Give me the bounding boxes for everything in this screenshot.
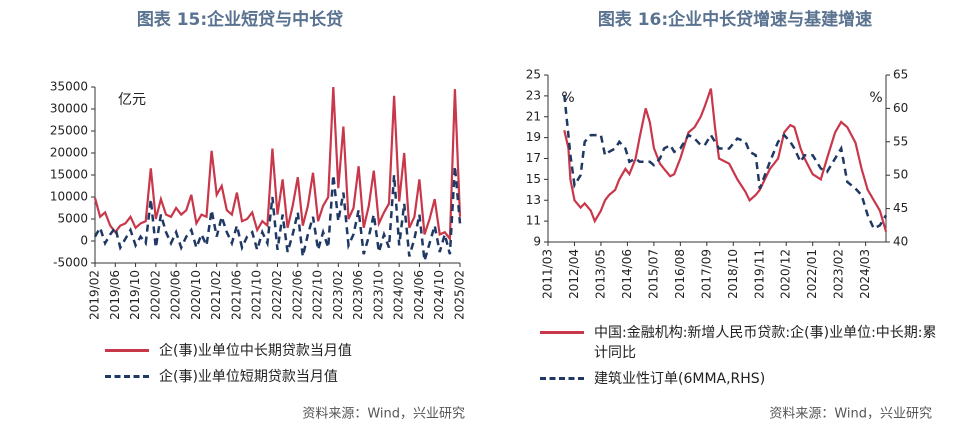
legend: 企(事)业单位中长期贷款当月值 企(事)业单位短期贷款当月值: [105, 340, 445, 386]
y2-tick-label: 65: [893, 68, 908, 82]
source: 资料来源：Wind，兴业研究: [769, 407, 932, 422]
x-tick-label: 2012/04: [567, 249, 581, 299]
legend-item: 建筑业性订单(6MMA,RHS): [540, 368, 940, 388]
legend-label: 中国:金融机构:新增人民币贷款:企(事)业单位:中长期:累计同比: [594, 325, 937, 361]
y2-tick-label: 55: [893, 134, 908, 148]
y-tick-label: -5000: [53, 256, 88, 270]
legend: 中国:金融机构:新增人民币贷款:企(事)业单位:中长期:累计同比建筑业性订单(6…: [540, 322, 940, 388]
y-tick-label: 10000: [50, 190, 88, 204]
x-tick-label: 2023/10: [371, 270, 385, 320]
y-tick-label: 20000: [50, 146, 88, 160]
chart-title: 图表 15:企业短贷与中长贷: [137, 9, 343, 30]
y-tick-label: 21: [526, 109, 541, 123]
series-line: [563, 88, 888, 232]
legend-item: 企(事)业单位中长期贷款当月值: [105, 340, 445, 360]
x-tick-label: 2023/02: [832, 249, 846, 299]
x-tick-label: 2020/02: [148, 270, 162, 320]
legend-swatch: [540, 377, 584, 380]
y-tick-label: 17: [526, 151, 541, 165]
x-tick-label: 2025/02: [453, 270, 467, 320]
x-tick-label: 2018/10: [726, 249, 740, 299]
legend-swatch: [540, 331, 584, 334]
y-tick-label: 30000: [50, 102, 88, 116]
x-tick-label: 2019/11: [752, 249, 766, 299]
x-tick-label: 2020/12: [779, 249, 793, 299]
legend-item: 中国:金融机构:新增人民币贷款:企(事)业单位:中长期:累计同比: [540, 322, 940, 362]
x-tick-label: 2019/10: [128, 270, 142, 320]
x-tick-label: 2014/06: [620, 249, 634, 299]
y2-tick-label: 45: [893, 201, 908, 215]
x-tick-label: 2024/02: [392, 270, 406, 320]
y-tick-label: 15000: [50, 168, 88, 182]
x-tick-label: 2023/06: [351, 270, 365, 320]
y-tick-label: 13: [526, 193, 541, 207]
x-tick-label: 2020/06: [169, 270, 183, 320]
y-tick-label: 25000: [50, 124, 88, 138]
series-line: [93, 86, 462, 242]
x-tick-label: 2022/02: [270, 270, 284, 320]
y-tick-label: 25: [526, 68, 541, 82]
legend-swatch: [105, 349, 149, 352]
x-tick-label: 2019/02: [88, 270, 102, 320]
x-tick-label: 2020/10: [189, 270, 203, 320]
chart-title: 图表 16:企业中长贷增速与基建增速: [598, 9, 872, 30]
x-tick-label: 2024/06: [412, 270, 426, 320]
y-tick-label: 0: [80, 234, 88, 248]
y-tick-label: 9: [533, 235, 541, 249]
legend-swatch: [105, 375, 149, 378]
y-tick-label: 5000: [57, 212, 88, 226]
legend-label: 建筑业性订单(6MMA,RHS): [594, 371, 766, 387]
y-tick-label: 35000: [50, 80, 88, 94]
x-tick-label: 2022/06: [290, 270, 304, 320]
y-tick-label: 15: [526, 172, 541, 186]
y-tick-label: 23: [526, 88, 541, 102]
x-tick-label: 2022/10: [311, 270, 325, 320]
y-tick-label: 19: [526, 130, 541, 144]
legend-item: 企(事)业单位短期贷款当月值: [105, 366, 445, 386]
annotation: 亿元: [118, 92, 146, 108]
x-tick-label: 2016/08: [673, 249, 687, 299]
legend-label: 企(事)业单位短期贷款当月值: [159, 369, 338, 385]
x-tick-label: 2011/03: [541, 249, 555, 299]
x-tick-label: 2013/05: [593, 249, 607, 299]
y2-tick-label: 60: [893, 101, 908, 115]
x-tick-label: 2024/10: [432, 270, 446, 320]
x-tick-label: 2015/07: [646, 249, 660, 299]
y-tick-label: 11: [526, 214, 541, 228]
annotation: %: [561, 90, 574, 106]
x-tick-label: 2019/06: [108, 270, 122, 320]
legend-label: 企(事)业单位中长期贷款当月值: [159, 343, 352, 359]
x-tick-label: 2021/06: [229, 270, 243, 320]
x-tick-label: 2022/01: [805, 249, 819, 299]
series-line: [93, 166, 462, 262]
x-tick-label: 2021/10: [250, 270, 264, 320]
x-tick-label: 2024/03: [858, 249, 872, 299]
y2-tick-label: 50: [893, 168, 908, 182]
source: 资料来源：Wind，兴业研究: [302, 407, 465, 422]
x-tick-label: 2017/09: [699, 249, 713, 299]
annotation: %: [869, 90, 882, 106]
x-tick-label: 2023/02: [331, 270, 345, 320]
x-tick-label: 2021/02: [209, 270, 223, 320]
y2-tick-label: 40: [893, 235, 908, 249]
